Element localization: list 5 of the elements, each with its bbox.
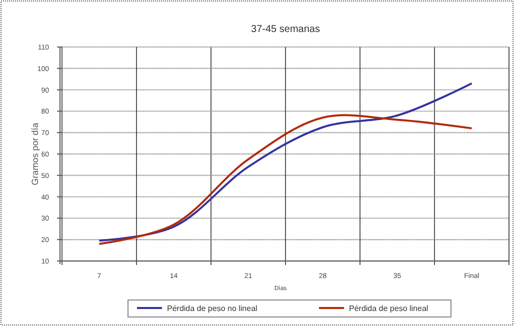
chart-title: 37-45 semanas — [251, 24, 320, 35]
y-axis-title: Gramos por día — [30, 122, 40, 186]
legend-label: Pérdida de peso lineal — [349, 304, 428, 313]
legend-label: Pérdida de peso no lineal — [167, 304, 258, 313]
line-series — [98, 82, 473, 242]
